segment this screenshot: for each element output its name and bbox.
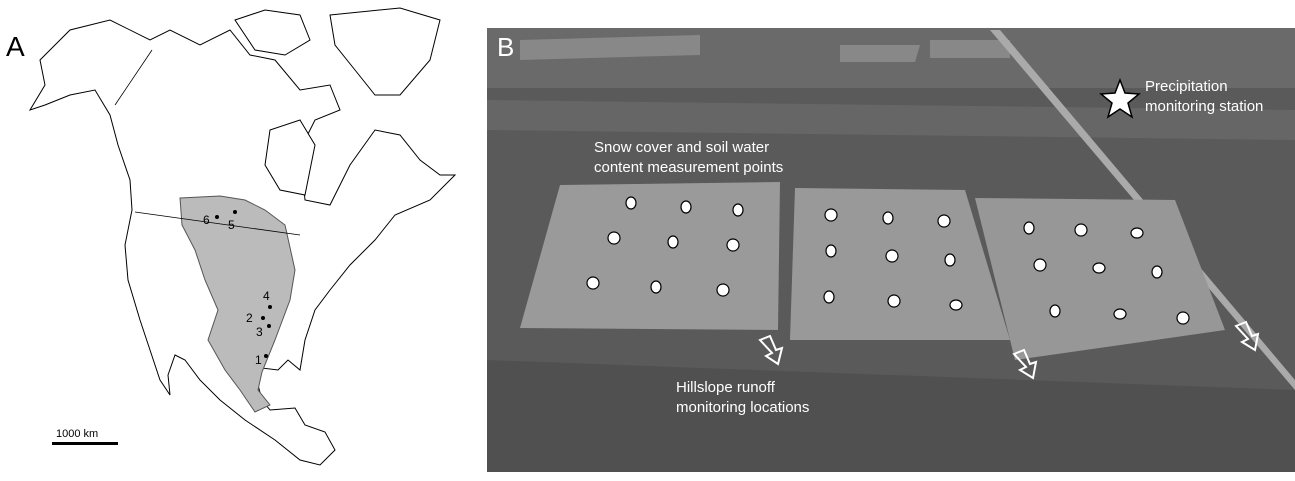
runoff-arrows bbox=[758, 320, 1260, 380]
measurement-points bbox=[586, 196, 1190, 325]
foreground bbox=[487, 360, 1295, 472]
site-label: 2 bbox=[246, 311, 253, 325]
site-dot bbox=[268, 305, 272, 309]
field-plot bbox=[520, 182, 780, 330]
greenland bbox=[329, 7, 441, 96]
runoff-label: Hillslope runoff bbox=[676, 379, 776, 396]
site-dot bbox=[264, 354, 268, 358]
hudson-bay bbox=[264, 119, 316, 196]
site-label: 4 bbox=[263, 289, 270, 303]
scale-bar bbox=[52, 442, 118, 445]
points-label: content measurement points bbox=[594, 159, 783, 176]
site-dot bbox=[267, 324, 271, 328]
precipitation-station-star bbox=[1099, 77, 1141, 119]
fields bbox=[520, 35, 1010, 62]
great-plains-region bbox=[179, 195, 296, 413]
sites: 1 2 3 4 5 6 bbox=[203, 210, 272, 367]
site-dot bbox=[215, 215, 219, 219]
runoff-label: monitoring locations bbox=[676, 399, 809, 416]
site-dot bbox=[233, 210, 237, 214]
site-label: 6 bbox=[203, 213, 210, 227]
panel-label: A bbox=[6, 31, 25, 62]
border-line bbox=[114, 49, 301, 236]
station-label: Precipitation bbox=[1145, 78, 1228, 95]
points-label: Snow cover and soil water bbox=[594, 139, 769, 156]
station-label: monitoring station bbox=[1145, 98, 1263, 115]
scale-label: 1000 km bbox=[56, 428, 98, 440]
panel-b: B Precipitation monitoring station Snow … bbox=[487, 28, 1295, 472]
panel-label: B bbox=[497, 32, 514, 62]
site-label: 1 bbox=[255, 353, 262, 367]
site-label: 3 bbox=[256, 325, 263, 339]
field-plot bbox=[975, 198, 1225, 360]
panel-a: A 1 2 3 4 5 6 1000 km bbox=[6, 7, 457, 466]
site-label: 5 bbox=[228, 218, 235, 232]
arctic-islands bbox=[234, 9, 311, 56]
site-dot bbox=[261, 316, 265, 320]
field-strip bbox=[487, 100, 1295, 140]
